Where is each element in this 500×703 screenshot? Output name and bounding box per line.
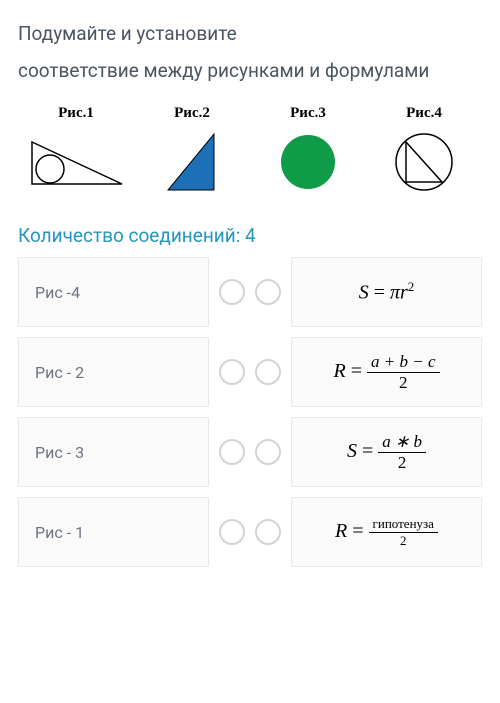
formula-4: R = гипотенуза2 [335, 516, 438, 549]
left-option-2[interactable]: Рис - 2 [18, 337, 209, 407]
left-option-1[interactable]: Рис -4 [18, 257, 209, 327]
left-option-4[interactable]: Рис - 1 [18, 497, 209, 567]
connections-count: Количество соединений: 4 [18, 224, 482, 247]
figure-2: Рис.2 [134, 105, 250, 194]
figure-4-svg [366, 130, 482, 194]
right-option-4[interactable]: R = гипотенуза2 [291, 497, 482, 567]
right-option-1[interactable]: S = πr2 [291, 257, 482, 327]
left-radio-2[interactable] [219, 359, 245, 385]
figure-3-label: Рис.3 [250, 105, 366, 122]
left-option-3[interactable]: Рис - 3 [18, 417, 209, 487]
formula-2: R = a + b − c2 [334, 352, 440, 393]
figures-row: Рис.1 Рис.2 Рис.3 Рис.4 [18, 105, 482, 194]
figure-4: Рис.4 [366, 105, 482, 194]
figure-1: Рис.1 [18, 105, 134, 194]
formula-3: S = a ∗ b2 [347, 432, 426, 473]
right-option-3[interactable]: S = a ∗ b2 [291, 417, 482, 487]
match-row-3: Рис - 3 S = a ∗ b2 [18, 417, 482, 487]
instruction-line2: соответствие между рисунками и формулами [18, 57, 482, 86]
figure-4-label: Рис.4 [366, 105, 482, 122]
left-radio-4[interactable] [219, 519, 245, 545]
formula-1: S = πr2 [359, 279, 415, 305]
right-radio-1[interactable] [255, 279, 281, 305]
figure-3: Рис.3 [250, 105, 366, 194]
right-option-2[interactable]: R = a + b − c2 [291, 337, 482, 407]
figure-1-svg [18, 130, 134, 194]
match-row-4: Рис - 1 R = гипотенуза2 [18, 497, 482, 567]
left-radio-3[interactable] [219, 439, 245, 465]
match-row-1: Рис -4 S = πr2 [18, 257, 482, 327]
figure-2-svg [134, 130, 250, 194]
right-radio-2[interactable] [255, 359, 281, 385]
figure-1-label: Рис.1 [18, 105, 134, 122]
figure-3-svg [250, 130, 366, 194]
instruction-line1: Подумайте и установите [18, 20, 482, 49]
right-radio-4[interactable] [255, 519, 281, 545]
left-radio-1[interactable] [219, 279, 245, 305]
match-row-2: Рис - 2 R = a + b − c2 [18, 337, 482, 407]
figure-2-label: Рис.2 [134, 105, 250, 122]
right-radio-3[interactable] [255, 439, 281, 465]
